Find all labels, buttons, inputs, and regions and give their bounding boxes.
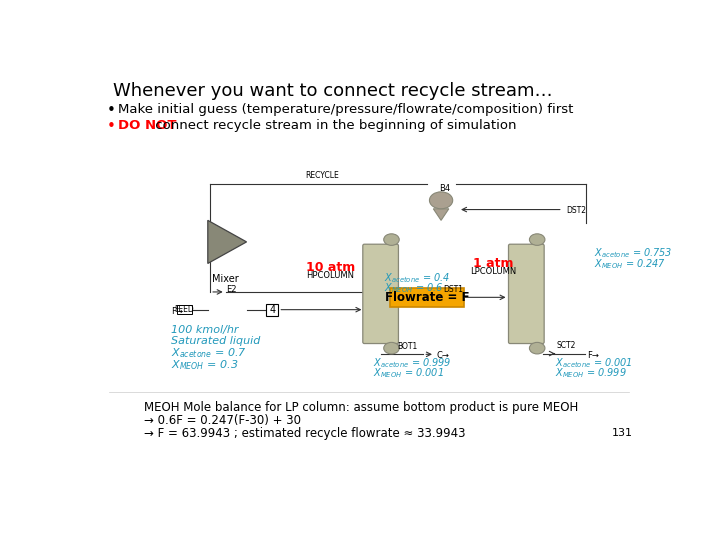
Text: RECYCLE: RECYCLE [305, 171, 339, 180]
Text: DST1: DST1 [444, 285, 464, 294]
FancyBboxPatch shape [363, 244, 398, 343]
Text: DO NOT: DO NOT [118, 119, 176, 132]
Text: 100 kmol/hr: 100 kmol/hr [171, 325, 239, 335]
Text: $X_{MEOH}$ = 0.999: $X_{MEOH}$ = 0.999 [555, 367, 627, 381]
Text: → F = 63.9943 ; estimated recycle flowrate ≈ 33.9943: → F = 63.9943 ; estimated recycle flowra… [144, 427, 466, 440]
Ellipse shape [529, 342, 545, 354]
Bar [266, 303, 279, 316]
Text: F→: F→ [588, 350, 600, 360]
Text: Whenever you want to connect recycle stream…: Whenever you want to connect recycle str… [113, 82, 553, 100]
Text: C→: C→ [436, 352, 449, 360]
Text: LPCOLUMN: LPCOLUMN [470, 267, 516, 276]
Text: •: • [107, 119, 116, 134]
Polygon shape [433, 209, 449, 220]
Text: $X_{acetone}$ = 0.753: $X_{acetone}$ = 0.753 [594, 246, 672, 260]
Text: B4: B4 [439, 184, 451, 193]
Text: $X_{MEOH}$ = 0.3: $X_{MEOH}$ = 0.3 [171, 358, 239, 372]
FancyBboxPatch shape [390, 288, 464, 307]
Text: $X_{acetone}$ = 0.4: $X_{acetone}$ = 0.4 [384, 271, 451, 285]
Text: Make initial guess (temperature/pressure/flowrate/composition) first: Make initial guess (temperature/pressure… [118, 103, 573, 116]
Text: Mixer: Mixer [212, 274, 239, 284]
Text: •: • [107, 103, 116, 118]
Text: → 0.6F = 0.247(F-30) + 30: → 0.6F = 0.247(F-30) + 30 [144, 414, 301, 427]
Text: DST2: DST2 [567, 206, 587, 215]
Text: $X_{acetone}$ = 0.001: $X_{acetone}$ = 0.001 [555, 356, 633, 370]
Text: MEOH Mole balance for LP column: assume bottom product is pure MEOH: MEOH Mole balance for LP column: assume … [144, 401, 578, 414]
Text: E2: E2 [226, 285, 236, 294]
Text: SCT2: SCT2 [556, 341, 575, 350]
Text: connect recycle stream in the beginning of simulation: connect recycle stream in the beginning … [151, 119, 517, 132]
Text: Flowrate = F: Flowrate = F [385, 291, 469, 304]
Text: $X_{acetone}$ = 0.7: $X_{acetone}$ = 0.7 [171, 347, 247, 360]
Ellipse shape [429, 192, 453, 209]
Text: 4: 4 [269, 305, 275, 315]
Text: Saturated liquid: Saturated liquid [171, 336, 261, 346]
Text: $X_{MEOH}$ = 0.001: $X_{MEOH}$ = 0.001 [373, 367, 444, 381]
Text: BOT1: BOT1 [397, 342, 418, 351]
Polygon shape [208, 220, 246, 264]
Text: F→: F→ [171, 307, 184, 316]
Ellipse shape [384, 342, 399, 354]
Text: $X_{acetone}$ = 0.999: $X_{acetone}$ = 0.999 [373, 356, 451, 370]
Ellipse shape [384, 234, 399, 245]
Text: $X_{MEOH}$ = 0.247: $X_{MEOH}$ = 0.247 [594, 257, 666, 271]
Text: 10 atm: 10 atm [305, 261, 355, 274]
Text: $X_{MEOH}$ = 0.6: $X_{MEOH}$ = 0.6 [384, 281, 444, 295]
Bar [177, 305, 192, 314]
FancyBboxPatch shape [508, 244, 544, 343]
Ellipse shape [529, 234, 545, 245]
Text: FEED: FEED [175, 305, 194, 314]
Text: 131: 131 [611, 428, 632, 438]
Text: HPCOLUMN: HPCOLUMN [306, 271, 354, 280]
Text: 1 atm: 1 atm [473, 257, 513, 271]
